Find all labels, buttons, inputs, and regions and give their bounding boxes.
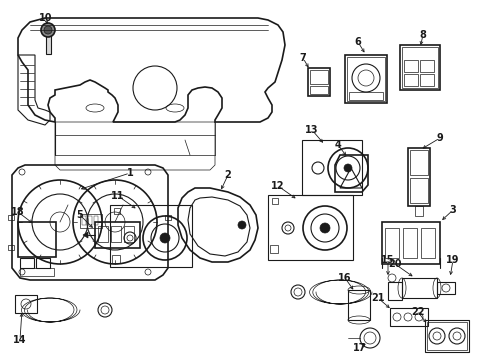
Bar	[80, 214, 102, 228]
Bar	[114, 208, 120, 214]
Bar	[387, 282, 401, 300]
Bar	[8, 215, 14, 220]
Bar	[420, 228, 434, 258]
Text: 10: 10	[39, 13, 53, 23]
Text: 22: 22	[410, 307, 424, 317]
Text: 18: 18	[11, 207, 25, 217]
Bar	[36, 258, 50, 268]
Bar	[111, 226, 121, 242]
Text: 11: 11	[111, 191, 124, 201]
Text: 7: 7	[299, 53, 306, 63]
Bar	[401, 47, 437, 88]
Bar	[384, 228, 398, 258]
Text: 16: 16	[338, 273, 351, 283]
Text: 12: 12	[271, 181, 284, 191]
Bar	[112, 255, 120, 263]
Text: 17: 17	[352, 343, 366, 353]
Bar	[399, 45, 439, 90]
Bar	[347, 290, 369, 320]
Text: 6: 6	[354, 37, 361, 47]
Bar	[403, 74, 417, 86]
Bar	[95, 222, 140, 248]
Bar	[94, 216, 98, 225]
Text: 19: 19	[446, 255, 459, 265]
Bar	[401, 278, 436, 298]
Bar	[46, 32, 51, 54]
Bar	[346, 57, 384, 101]
Bar	[436, 282, 454, 294]
Bar	[82, 216, 86, 225]
Bar	[426, 322, 466, 350]
Bar	[18, 222, 56, 257]
Bar	[271, 198, 278, 204]
Text: 5: 5	[77, 210, 83, 220]
Bar	[389, 308, 427, 326]
Bar	[419, 74, 433, 86]
Bar	[309, 86, 327, 94]
Text: 9: 9	[436, 133, 443, 143]
Bar	[409, 150, 427, 175]
Bar	[381, 222, 439, 264]
Bar	[15, 295, 37, 313]
Bar	[302, 140, 361, 195]
Bar	[110, 205, 192, 267]
Bar	[414, 206, 422, 216]
Circle shape	[319, 223, 329, 233]
Bar	[402, 228, 416, 258]
Circle shape	[343, 164, 351, 172]
Text: 21: 21	[370, 293, 384, 303]
Bar	[403, 60, 417, 72]
Bar	[267, 195, 352, 260]
Circle shape	[44, 26, 52, 34]
Text: 14: 14	[13, 335, 27, 345]
Polygon shape	[83, 232, 88, 238]
Bar	[98, 226, 108, 242]
Bar	[20, 268, 54, 276]
Text: 3: 3	[448, 205, 455, 215]
Bar	[309, 70, 327, 84]
Bar	[124, 226, 134, 242]
Bar	[164, 215, 171, 220]
Bar	[8, 245, 14, 250]
Bar	[20, 258, 34, 268]
Text: 8: 8	[419, 30, 426, 40]
Text: 13: 13	[305, 125, 318, 135]
Bar	[407, 148, 429, 206]
Bar	[348, 92, 382, 100]
Bar	[419, 60, 433, 72]
Circle shape	[41, 23, 55, 37]
Bar	[409, 178, 427, 203]
Circle shape	[160, 233, 170, 243]
Text: 2: 2	[224, 170, 231, 180]
Bar	[345, 55, 386, 103]
Bar	[307, 68, 329, 96]
Bar	[88, 216, 92, 225]
Bar	[424, 320, 468, 352]
Text: 20: 20	[387, 259, 401, 269]
Text: 4: 4	[334, 140, 341, 150]
Bar	[269, 245, 278, 253]
Text: 15: 15	[381, 255, 394, 265]
Circle shape	[238, 221, 245, 229]
Text: 1: 1	[126, 168, 133, 178]
